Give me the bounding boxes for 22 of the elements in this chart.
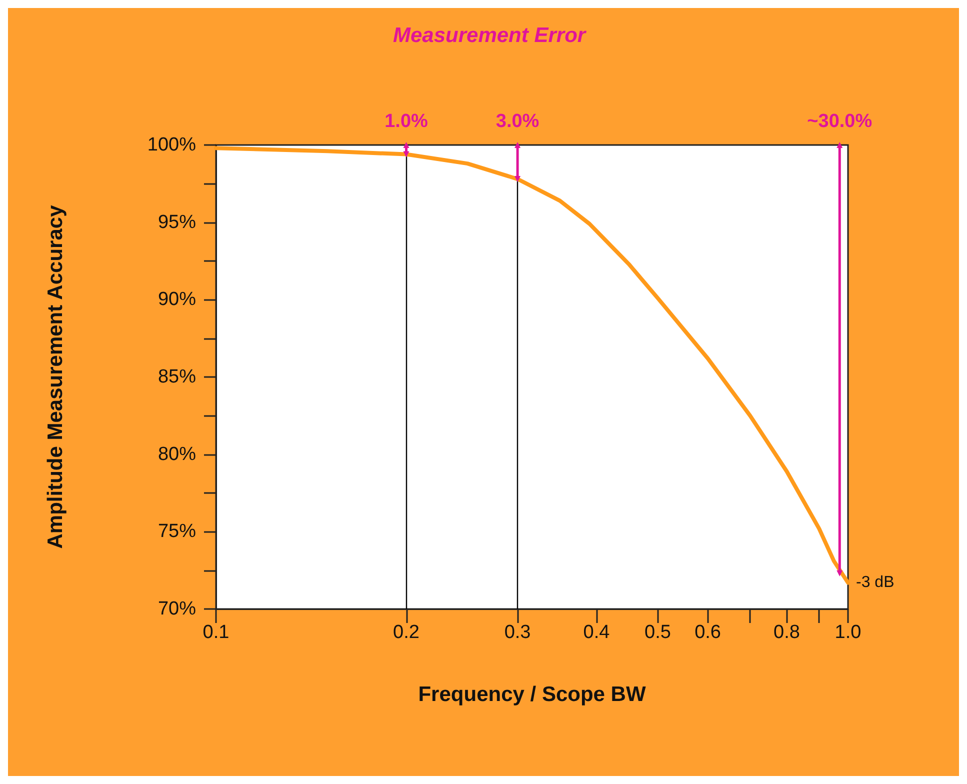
y-axis-title: Amplitude Measurement Accuracy — [44, 204, 67, 549]
y-tick-label: 100% — [147, 134, 196, 156]
x-axis-title: Frequency / Scope BW — [418, 683, 646, 706]
x-tick-label: 0.1 — [202, 622, 230, 643]
x-tick-label: 0.8 — [774, 622, 800, 643]
x-tick-label: 0.3 — [504, 622, 531, 643]
y-tick-label: 95% — [158, 212, 196, 233]
chart-title: Measurement Error — [393, 24, 588, 47]
y-tick-label: 85% — [158, 366, 196, 388]
y-tick-label: 75% — [158, 521, 196, 542]
annotation: 3.0% — [496, 111, 540, 132]
y-tick-label: 80% — [158, 444, 196, 465]
x-tick-label: 0.5 — [644, 622, 671, 643]
x-tick-label: 0.6 — [694, 622, 722, 643]
x-tick-label: 1.0 — [834, 622, 862, 643]
y-tick-label: 70% — [158, 598, 196, 620]
y-tick-label: 90% — [158, 289, 196, 310]
annotation: -3 dB — [856, 574, 894, 592]
x-tick-label: 0.4 — [583, 622, 610, 643]
annotation: 1.0% — [384, 111, 428, 132]
annotation: ~30.0% — [807, 111, 872, 132]
x-tick-label: 0.2 — [393, 622, 420, 643]
